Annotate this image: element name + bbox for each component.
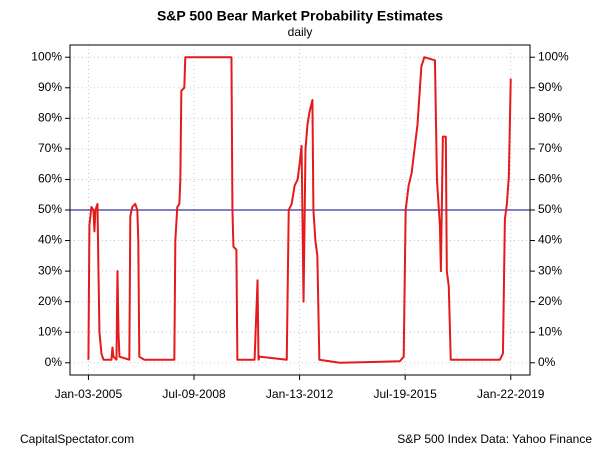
footer-left: CapitalSpectator.com <box>20 432 134 446</box>
y2-tick-label: 90% <box>538 80 562 94</box>
y-tick-label: 40% <box>38 233 62 247</box>
y2-tick-label: 30% <box>538 263 562 277</box>
y2-tick-label: 80% <box>538 111 562 125</box>
y2-tick-label: 40% <box>538 233 562 247</box>
x-tick-label: Jan-03-2005 <box>55 387 123 401</box>
y2-tick-label: 0% <box>538 355 556 369</box>
y-tick-label: 60% <box>38 172 62 186</box>
y-tick-label: 0% <box>45 355 63 369</box>
y2-tick-label: 70% <box>538 141 562 155</box>
y2-tick-label: 20% <box>538 294 562 308</box>
y2-tick-label: 100% <box>538 49 569 63</box>
y2-tick-label: 10% <box>538 324 562 338</box>
chart-subtitle: daily <box>288 25 313 39</box>
x-tick-label: Jan-13-2012 <box>266 387 334 401</box>
y-tick-label: 20% <box>38 294 62 308</box>
x-tick-label: Jul-09-2008 <box>162 387 226 401</box>
y-tick-label: 50% <box>38 202 62 216</box>
y2-tick-label: 50% <box>538 202 562 216</box>
footer-right: S&P 500 Index Data: Yahoo Finance <box>397 432 592 446</box>
y-tick-label: 10% <box>38 324 62 338</box>
x-tick-label: Jul-19-2015 <box>373 387 437 401</box>
x-tick-label: Jan-22-2019 <box>477 387 545 401</box>
y-tick-label: 90% <box>38 80 62 94</box>
y2-tick-label: 60% <box>538 172 562 186</box>
y-tick-label: 80% <box>38 111 62 125</box>
y-tick-label: 100% <box>31 49 62 63</box>
chart-title: S&P 500 Bear Market Probability Estimate… <box>157 8 443 24</box>
y-tick-label: 70% <box>38 141 62 155</box>
data-line <box>87 56 512 364</box>
y-tick-label: 30% <box>38 263 62 277</box>
